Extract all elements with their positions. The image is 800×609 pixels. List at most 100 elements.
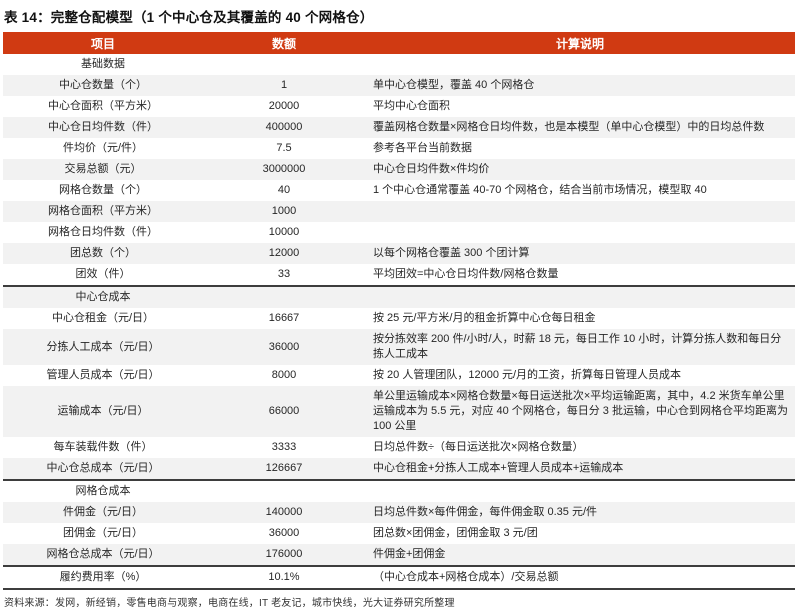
note-cell: [365, 222, 795, 243]
note-cell: 中心仓日均件数×件均价: [373, 163, 490, 175]
item-cell: 管理人员成本（元/日）: [46, 369, 160, 381]
item-cell: 件均价（元/件）: [62, 142, 144, 154]
table-row: 管理人员成本（元/日） 8000 按 20 人管理团队，12000 元/月的工资，折…: [3, 365, 795, 386]
item-cell: 履约费用率（%）: [59, 571, 147, 583]
value-cell: 1: [280, 79, 288, 91]
table-row: 交易总额（元） 3000000 中心仓日均件数×件均价: [3, 159, 795, 180]
item-cell: 件佣金（元/日）: [62, 506, 144, 518]
value-cell: 66000: [268, 405, 300, 417]
item-cell: 团效（件）: [75, 268, 131, 280]
value-cell: 7.5: [276, 142, 292, 154]
table-row: 每车装载件数（件） 3333 日均总件数÷（每日运送批次×网格仓数量）: [3, 437, 795, 458]
value-cell: 36000: [268, 527, 300, 539]
note-cell: 件佣金+团佣金: [373, 548, 446, 560]
table-row: 网格仓总成本（元/日） 176000 件佣金+团佣金: [3, 544, 795, 566]
table-row: 团效（件） 33 平均团效=中心仓日均件数/网格仓数量: [3, 264, 795, 286]
value-cell: 126667: [265, 462, 303, 474]
note-cell: 平均中心仓面积: [373, 100, 450, 112]
item-cell: 基础数据: [81, 58, 125, 70]
value-cell: 176000: [265, 548, 303, 560]
value-cell: 8000: [271, 369, 297, 381]
note-cell: [365, 480, 795, 502]
table-row: 中心仓日均件数（件） 400000 覆盖网格仓数量×网格仓日均件数，也是本模型（单中…: [3, 117, 795, 138]
table-row: 中心仓数量（个） 1 单中心仓模型，覆盖 40 个网格仓: [3, 75, 795, 96]
table-row: 团总数（个） 12000 以每个网格仓覆盖 300 个团计算: [3, 243, 795, 264]
item-cell: 中心仓面积（平方米）: [48, 100, 158, 112]
value-cell: 10.1%: [268, 571, 300, 583]
value-cell: 16667: [268, 312, 300, 324]
value-cell: 36000: [268, 340, 300, 353]
note-cell: 参考各平台当前数据: [373, 142, 472, 154]
source-note: 资料来源：发网，新经销，零售电商与观察，电商在线，IT 老友记，城市快线，光大证…: [4, 598, 455, 609]
column-header-item: 项目: [3, 32, 203, 54]
note-cell: 日均总件数×每件佣金，每件佣金取 0.35 元/件: [373, 506, 598, 518]
column-header-amount: 数额: [203, 32, 365, 54]
note-cell: 1 个中心仓通常覆盖 40-70 个网格仓，结合当前市场情况，模型取 40: [373, 184, 707, 196]
item-cell: 网格仓面积（平方米）: [48, 205, 158, 217]
value-cell: [203, 54, 365, 75]
note-cell: 按 25 元/平方米/月的租金折算中心仓每日租金: [373, 312, 596, 324]
table-row: 中心仓租金（元/日） 16667 按 25 元/平方米/月的租金折算中心仓每日租金: [3, 308, 795, 329]
note-cell: 覆盖网格仓数量×网格仓日均件数，也是本模型（单中心仓模型）中的日均总件数: [373, 121, 765, 133]
value-cell: 3000000: [262, 163, 306, 175]
table-row: 中心仓总成本（元/日） 126667 中心仓租金+分拣人工成本+管理人员成本+运输成…: [3, 458, 795, 480]
item-cell: 运输成本（元/日）: [57, 405, 149, 417]
value-cell: 140000: [265, 506, 303, 518]
table-row: 中心仓面积（平方米） 20000 平均中心仓面积: [3, 96, 795, 117]
item-cell: 网格仓数量（个）: [59, 184, 147, 196]
value-cell: 3333: [271, 441, 297, 453]
table-title: 表 14：完整仓配模型（1 个中心仓及其覆盖的 40 个网格仓）: [4, 10, 374, 25]
table-row: 运输成本（元/日） 66000 单公里运输成本×网格仓数量×每日运送批次×平均运输距…: [3, 386, 795, 437]
note-cell: 平均团效=中心仓日均件数/网格仓数量: [373, 268, 559, 280]
item-cell: 中心仓总成本（元/日）: [46, 462, 160, 474]
warehouse-model-table: 项目 数额 计算说明 基础数据中心仓数量（个） 1 单中心仓模型，覆盖 40 个网格…: [3, 32, 795, 590]
note-cell: 按分拣效率 200 件/小时/人，时薪 18 元，每日工作 10 小时，计算分拣…: [373, 333, 782, 360]
item-cell: 每车装载件数（件）: [53, 441, 153, 453]
table-row: 网格仓数量（个） 40 1 个中心仓通常覆盖 40-70 个网格仓，结合当前市场情况…: [3, 180, 795, 201]
item-cell: 交易总额（元）: [64, 163, 142, 175]
note-cell: 单公里运输成本×网格仓数量×每日运送批次×平均运输距离，其中，4.2 米货车单公…: [373, 390, 788, 432]
value-cell: 12000: [268, 247, 300, 259]
section-row: 中心仓成本: [3, 286, 795, 308]
item-cell: 中心仓租金（元/日）: [51, 312, 155, 324]
table-body: 基础数据中心仓数量（个） 1 单中心仓模型，覆盖 40 个网格仓中心仓面积（平方米）…: [3, 54, 795, 589]
value-cell: [203, 480, 365, 502]
item-cell: 网格仓成本: [75, 485, 131, 497]
note-cell: 中心仓租金+分拣人工成本+管理人员成本+运输成本: [373, 462, 624, 474]
column-header-calculation: 计算说明: [365, 32, 795, 54]
item-cell: 团总数（个）: [70, 247, 136, 259]
table-row: 网格仓日均件数（件） 10000: [3, 222, 795, 243]
value-cell: 10000: [268, 226, 300, 238]
table-row: 件佣金（元/日） 140000 日均总件数×每件佣金，每件佣金取 0.35 元/件: [3, 502, 795, 523]
note-cell: [365, 286, 795, 308]
value-cell: 400000: [265, 121, 303, 133]
note-cell: 按 20 人管理团队，12000 元/月的工资，折算每日管理人员成本: [373, 369, 682, 381]
note-cell: 日均总件数÷（每日运送批次×网格仓数量）: [373, 441, 584, 453]
value-cell: 20000: [268, 100, 300, 112]
report-table-page: { "title": "表 14：完整仓配模型（1 个中心仓及其覆盖的 40 个…: [3, 10, 795, 609]
note-cell: （中心仓成本+网格仓成本）/交易总额: [373, 571, 559, 583]
table-row: 分拣人工成本（元/日） 36000 按分拣效率 200 件/小时/人，时薪 18 元…: [3, 329, 795, 365]
item-cell: 团佣金（元/日）: [62, 527, 144, 539]
value-cell: 33: [277, 268, 291, 280]
table-row: 件均价（元/件） 7.5 参考各平台当前数据: [3, 138, 795, 159]
item-cell: 中心仓数量（个）: [59, 79, 147, 91]
item-cell: 分拣人工成本（元/日）: [46, 340, 160, 353]
header-row: 项目 数额 计算说明: [3, 32, 795, 54]
note-cell: 以每个网格仓覆盖 300 个团计算: [373, 247, 530, 259]
item-cell: 网格仓总成本（元/日）: [46, 548, 160, 560]
section-row: 网格仓成本: [3, 480, 795, 502]
note-cell: [365, 54, 795, 75]
value-cell: [203, 286, 365, 308]
note-cell: [365, 201, 795, 222]
value-cell: 1000: [271, 205, 297, 217]
table-row: 网格仓面积（平方米） 1000: [3, 201, 795, 222]
table-row: 团佣金（元/日） 36000 团总数×团佣金，团佣金取 3 元/团: [3, 523, 795, 544]
section-row: 基础数据: [3, 54, 795, 75]
table-row: 履约费用率（%） 10.1% （中心仓成本+网格仓成本）/交易总额: [3, 566, 795, 589]
item-cell: 网格仓日均件数（件）: [48, 226, 158, 238]
table-header: 项目 数额 计算说明: [3, 32, 795, 54]
note-cell: 单中心仓模型，覆盖 40 个网格仓: [373, 79, 535, 91]
item-cell: 中心仓成本: [75, 291, 131, 303]
item-cell: 中心仓日均件数（件）: [48, 121, 158, 133]
